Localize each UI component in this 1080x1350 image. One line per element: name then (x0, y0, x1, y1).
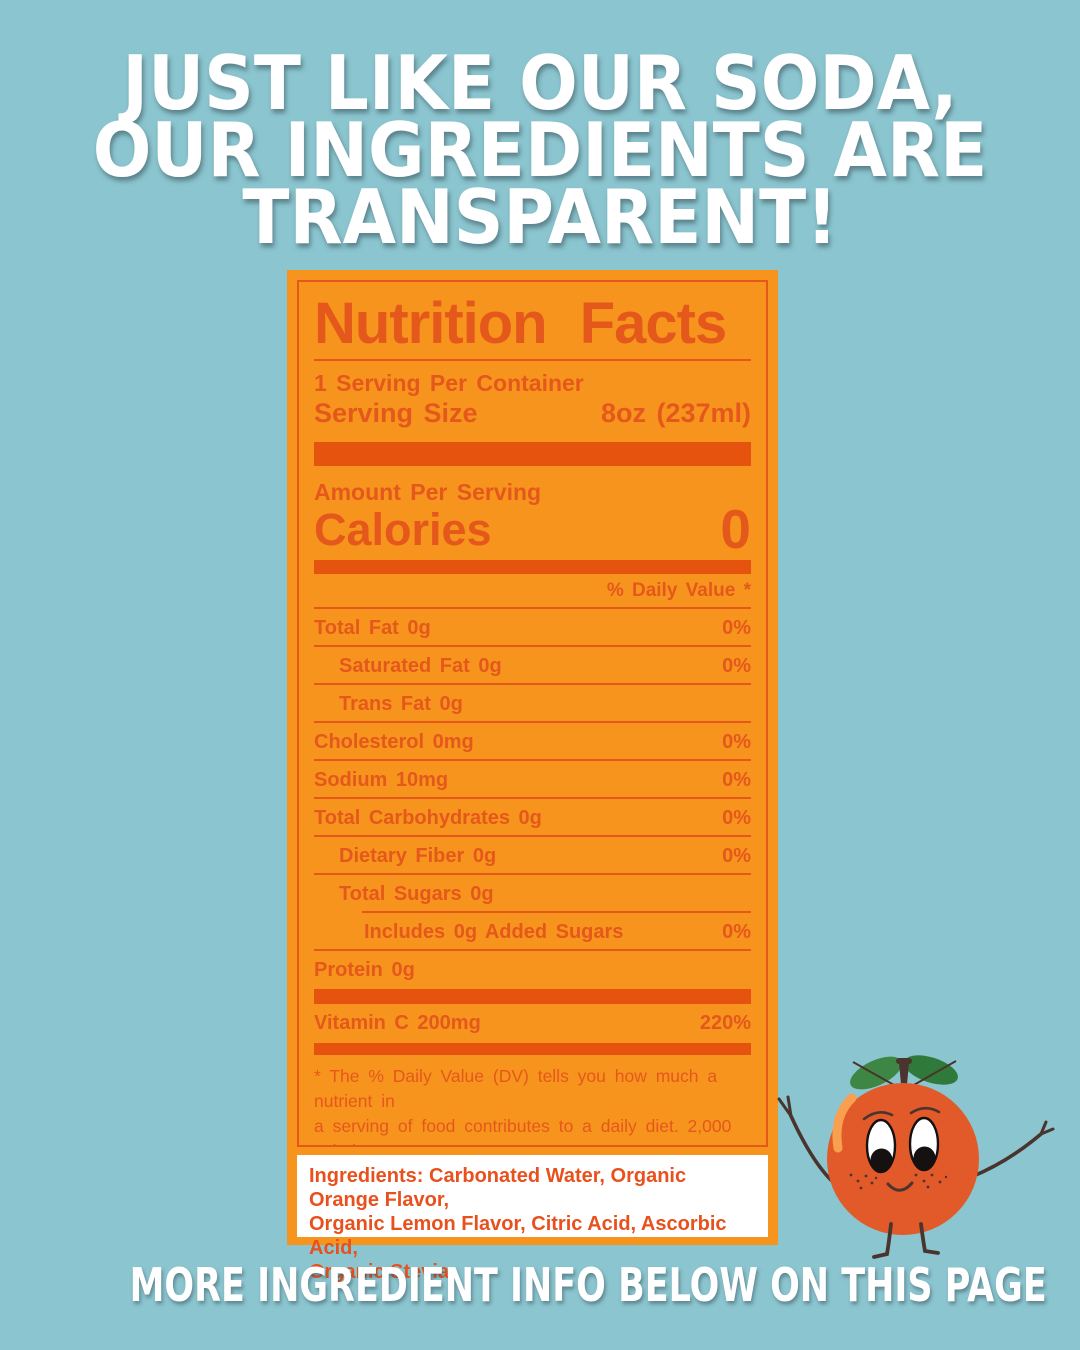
footer-text: MORE INGREDIENT INFO BELOW ON THIS PAGE (129, 1258, 1047, 1312)
nutrient-row-total-sugars: Total Sugars 0g (314, 875, 751, 913)
servings-per-container: 1 Serving Per Container (314, 370, 584, 396)
serving-size-label: Serving Size (314, 398, 478, 428)
section-divider-bar (314, 442, 751, 466)
nutrient-daily-value: 0% (722, 806, 751, 829)
nutrient-name: Total Sugars 0g (339, 882, 494, 905)
amount-per-serving-label: Amount Per Serving (314, 479, 542, 505)
nutrition-facts-label: Nutrition Facts 1 Serving Per Container … (287, 270, 778, 1283)
nutrient-row-total-carbohydrates: Total Carbohydrates 0g 0% (314, 799, 751, 837)
headline-line-3: TRANSPARENT! (242, 173, 838, 261)
nutrient-row-sodium: Sodium 10mg 0% (314, 761, 751, 799)
ingredients-line: Organic Lemon Flavor, Citric Acid, Ascor… (309, 1213, 727, 1259)
nutrient-row-protein: Protein 0g (314, 951, 751, 989)
daily-value-footnote: * The % Daily Value (DV) tells you how m… (314, 1064, 751, 1145)
nutrient-daily-value: 220% (699, 1011, 751, 1034)
nutrient-name: Total Fat 0g (314, 616, 431, 639)
headline: JUST LIKE OUR SODA, OUR INGREDIENTS ARE … (0, 39, 1080, 261)
nutrient-name: Trans Fat 0g (339, 692, 463, 715)
section-divider-bar (314, 1043, 751, 1055)
headline-line-2: OUR INGREDIENTS ARE (92, 106, 988, 194)
nutrient-name: Saturated Fat 0g (339, 654, 502, 677)
headline-line-1: JUST LIKE OUR SODA, (122, 39, 958, 127)
nutrient-row-saturated-fat: Saturated Fat 0g 0% (314, 647, 751, 685)
nutrient-row-total-fat: Total Fat 0g 0% (314, 609, 751, 647)
nutrient-daily-value: 0% (722, 920, 751, 943)
serving-size-value: 8oz (237ml) (600, 398, 751, 428)
nutrient-row-cholesterol: Cholesterol 0mg 0% (314, 723, 751, 761)
nutrient-name: Total Carbohydrates 0g (314, 806, 542, 829)
nutrient-daily-value: 0% (722, 768, 751, 791)
calories-label: Calories (314, 504, 492, 555)
orange-mascot-icon (777, 1055, 1055, 1259)
footnote-line: a serving of food contributes to a daily… (314, 1116, 732, 1145)
nutrient-row-added-sugars: Includes 0g Added Sugars 0% (314, 913, 751, 951)
nutrition-facts-title: Nutrition Facts (314, 291, 727, 356)
section-divider-bar (314, 989, 751, 1004)
title-divider (314, 359, 751, 361)
footnote-line: * The % Daily Value (DV) tells you how m… (314, 1066, 718, 1111)
nutrient-row-dietary-fiber: Dietary Fiber 0g 0% (314, 837, 751, 875)
daily-value-header: % Daily Value * (314, 580, 751, 609)
nutrient-row-trans-fat: Trans Fat 0g (314, 685, 751, 723)
nutrient-row-vitamin-c: Vitamin C 200mg 220% (314, 1004, 751, 1042)
ingredients-box: Ingredients: Carbonated Water, Organic O… (297, 1155, 768, 1283)
nutrient-daily-value: 0% (722, 730, 751, 753)
freckles (849, 1173, 948, 1190)
ingredients-line: Organic Stevia (309, 1261, 450, 1283)
nutrient-name: Cholesterol 0mg (314, 730, 474, 753)
nutrient-daily-value: 0% (722, 654, 751, 677)
nutrient-daily-value: 0% (722, 616, 751, 639)
nutrient-name: Vitamin C 200mg (314, 1011, 481, 1034)
eyes-icon (865, 1116, 940, 1174)
calories-value: 0 (720, 498, 751, 560)
ingredients-line: Ingredients: Carbonated Water, Organic O… (309, 1165, 687, 1211)
nutrient-name: Protein 0g (314, 958, 415, 981)
nutrient-daily-value: 0% (722, 844, 751, 867)
nutrient-name: Dietary Fiber 0g (339, 844, 497, 867)
section-divider-bar (314, 560, 751, 574)
serving-size-row: Serving Size 8oz (237ml) (314, 398, 751, 429)
calories-row: Calories 0 (314, 498, 751, 560)
nutrition-facts-inner-panel: Nutrition Facts 1 Serving Per Container … (297, 280, 768, 1147)
nutrient-name: Sodium 10mg (314, 768, 449, 791)
nutrient-name: Includes 0g Added Sugars (364, 920, 624, 943)
